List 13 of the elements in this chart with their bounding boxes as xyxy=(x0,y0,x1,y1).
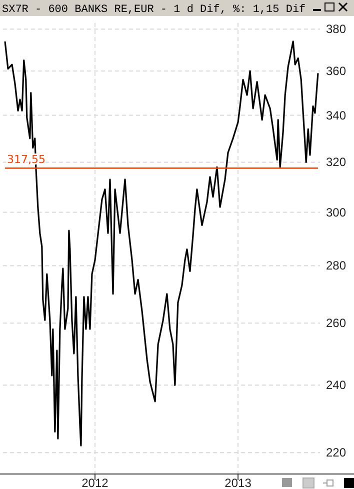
y-tick-label: 320 xyxy=(326,155,346,170)
x-tick-label: 2012 xyxy=(82,476,109,489)
y-tick-label: 340 xyxy=(326,108,346,122)
y-tick-label: 380 xyxy=(326,22,346,36)
y-tick-label: 300 xyxy=(326,205,346,220)
y-tick-label: 260 xyxy=(326,316,346,330)
x-tick-label: 2013 xyxy=(224,476,252,489)
y-tick-label: 220 xyxy=(326,446,346,460)
y-tick-label: 280 xyxy=(326,258,346,273)
y-tick-label: 240 xyxy=(326,378,346,392)
line-series xyxy=(4,40,319,446)
chart-title: SX7R - 600 BANKS RE,EUR - 1 d Dif, %: 1,15 Dif xyxy=(2,4,306,16)
y-tick-label: 360 xyxy=(326,64,346,78)
